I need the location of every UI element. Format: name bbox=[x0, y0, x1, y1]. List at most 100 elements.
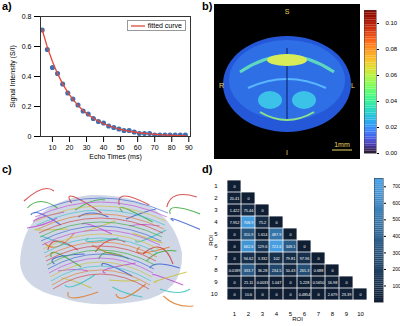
svg-text:0: 0 bbox=[317, 257, 319, 261]
svg-text:0: 0 bbox=[345, 281, 347, 285]
svg-text:5.228: 5.228 bbox=[300, 281, 310, 285]
svg-text:16.98: 16.98 bbox=[328, 281, 338, 285]
svg-text:265.3: 265.3 bbox=[300, 269, 310, 273]
svg-text:700: 700 bbox=[393, 183, 400, 189]
svg-text:0: 0 bbox=[275, 293, 277, 297]
svg-text:1.614: 1.614 bbox=[258, 233, 268, 237]
svg-text:0.688: 0.688 bbox=[314, 269, 324, 273]
svg-text:0.0189: 0.0189 bbox=[229, 269, 241, 273]
svg-text:2.679: 2.679 bbox=[328, 293, 338, 297]
svg-text:0: 0 bbox=[317, 293, 319, 297]
svg-text:R: R bbox=[219, 82, 224, 89]
svg-text:234.5: 234.5 bbox=[272, 269, 282, 273]
svg-text:L: L bbox=[351, 82, 355, 89]
svg-text:4: 4 bbox=[214, 219, 218, 225]
svg-text:300: 300 bbox=[393, 250, 400, 256]
svg-text:0.06: 0.06 bbox=[386, 72, 398, 78]
svg-text:0: 0 bbox=[233, 245, 235, 249]
svg-text:94.62: 94.62 bbox=[244, 257, 254, 261]
svg-text:36.28: 36.28 bbox=[258, 269, 268, 273]
svg-text:6: 6 bbox=[303, 311, 307, 317]
svg-text:70: 70 bbox=[151, 144, 159, 151]
svg-text:1.047: 1.047 bbox=[272, 281, 282, 285]
svg-text:0: 0 bbox=[261, 293, 263, 297]
svg-text:721.6: 721.6 bbox=[272, 245, 282, 249]
svg-text:Echo Times (ms): Echo Times (ms) bbox=[89, 153, 142, 161]
svg-text:333.7: 333.7 bbox=[244, 269, 254, 273]
svg-text:200: 200 bbox=[393, 266, 400, 272]
svg-text:1: 1 bbox=[233, 311, 237, 317]
svg-text:8: 8 bbox=[331, 311, 335, 317]
svg-text:9: 9 bbox=[214, 279, 218, 285]
svg-text:100: 100 bbox=[393, 283, 400, 289]
svg-text:7: 7 bbox=[317, 311, 321, 317]
svg-text:90: 90 bbox=[185, 144, 193, 151]
svg-text:3: 3 bbox=[261, 311, 265, 317]
svg-text:0.8: 0.8 bbox=[22, 13, 32, 20]
svg-text:S: S bbox=[285, 8, 290, 15]
svg-text:400: 400 bbox=[393, 233, 400, 239]
svg-text:50: 50 bbox=[117, 144, 125, 151]
svg-text:0.10: 0.10 bbox=[386, 20, 398, 26]
svg-text:0: 0 bbox=[247, 197, 249, 201]
svg-text:0: 0 bbox=[331, 269, 333, 273]
svg-text:2: 2 bbox=[247, 311, 251, 317]
svg-text:80: 80 bbox=[168, 144, 176, 151]
svg-text:10: 10 bbox=[357, 311, 364, 317]
svg-text:Signal Intensity (S/I): Signal Intensity (S/I) bbox=[9, 45, 17, 108]
svg-text:0: 0 bbox=[233, 293, 235, 297]
svg-text:3: 3 bbox=[214, 207, 218, 213]
svg-text:ROI: ROI bbox=[292, 316, 303, 322]
svg-text:20.41: 20.41 bbox=[230, 197, 240, 201]
svg-text:4: 4 bbox=[275, 311, 279, 317]
svg-text:2: 2 bbox=[214, 195, 218, 201]
svg-text:0: 0 bbox=[275, 221, 277, 225]
svg-text:0: 0 bbox=[233, 185, 235, 189]
svg-text:1mm: 1mm bbox=[334, 141, 350, 148]
svg-text:0: 0 bbox=[233, 233, 235, 237]
svg-text:40: 40 bbox=[100, 144, 108, 151]
svg-text:21.11: 21.11 bbox=[244, 281, 253, 285]
svg-text:0: 0 bbox=[233, 281, 235, 285]
svg-text:500: 500 bbox=[393, 216, 400, 222]
svg-text:0: 0 bbox=[303, 245, 305, 249]
svg-text:23.39: 23.39 bbox=[342, 293, 352, 297]
svg-text:708.9: 708.9 bbox=[244, 221, 254, 225]
svg-text:0.2: 0.2 bbox=[22, 103, 32, 110]
svg-text:102: 102 bbox=[273, 257, 279, 261]
svg-text:0: 0 bbox=[261, 209, 263, 213]
svg-text:0: 0 bbox=[28, 133, 32, 140]
svg-text:0: 0 bbox=[289, 293, 291, 297]
svg-text:129.6: 129.6 bbox=[258, 245, 268, 249]
svg-text:6: 6 bbox=[214, 243, 218, 249]
svg-text:0.02: 0.02 bbox=[386, 124, 398, 130]
svg-text:9: 9 bbox=[345, 311, 349, 317]
svg-text:10: 10 bbox=[49, 144, 57, 151]
svg-text:0.5650: 0.5650 bbox=[313, 281, 325, 285]
svg-text:50.43: 50.43 bbox=[286, 269, 296, 273]
svg-text:487.9: 487.9 bbox=[272, 233, 282, 237]
svg-text:0.08: 0.08 bbox=[386, 46, 398, 52]
svg-text:0: 0 bbox=[289, 233, 291, 237]
svg-text:7: 7 bbox=[214, 255, 218, 261]
svg-text:97.96: 97.96 bbox=[300, 257, 310, 261]
svg-text:0.04: 0.04 bbox=[386, 98, 398, 104]
svg-text:0: 0 bbox=[233, 257, 235, 261]
svg-text:0.4: 0.4 bbox=[22, 73, 32, 80]
svg-text:ROI: ROI bbox=[208, 235, 214, 246]
svg-text:I: I bbox=[286, 149, 288, 156]
svg-text:348.1: 348.1 bbox=[286, 245, 296, 249]
svg-text:75.44: 75.44 bbox=[244, 209, 254, 213]
svg-text:0: 0 bbox=[359, 293, 361, 297]
svg-text:20: 20 bbox=[66, 144, 74, 151]
svg-text:310.9: 310.9 bbox=[244, 233, 254, 237]
svg-text:662.6: 662.6 bbox=[244, 245, 254, 249]
svg-text:8: 8 bbox=[214, 267, 218, 273]
svg-text:600: 600 bbox=[393, 200, 400, 206]
svg-text:79.81: 79.81 bbox=[286, 257, 296, 261]
svg-text:30: 30 bbox=[83, 144, 91, 151]
svg-text:1.422: 1.422 bbox=[230, 209, 240, 213]
svg-text:0.6: 0.6 bbox=[22, 43, 32, 50]
svg-text:7.952: 7.952 bbox=[230, 221, 240, 225]
svg-text:5: 5 bbox=[214, 231, 218, 237]
